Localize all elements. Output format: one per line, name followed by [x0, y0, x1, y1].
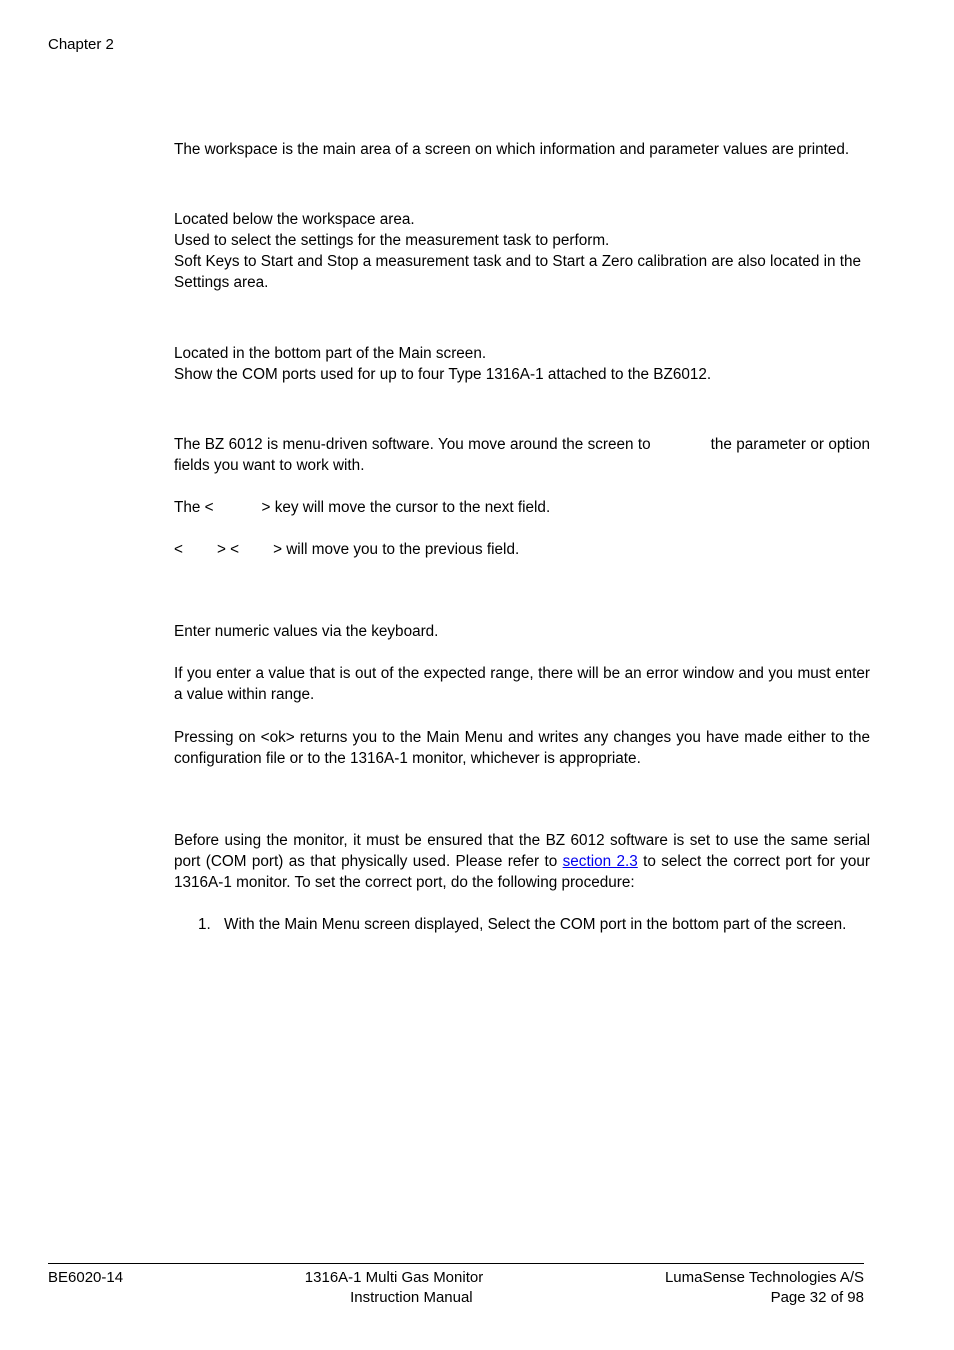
footer-center-2: Instruction Manual [52, 1288, 770, 1308]
range-paragraph: If you enter a value that is out of the … [174, 663, 870, 705]
footer-row-2: Instruction Manual Page 32 of 98 [48, 1288, 864, 1308]
key-hint-prev: < > < > will move you to the previous fiel… [174, 539, 870, 560]
spacer [174, 181, 870, 209]
key-a2: > key will move the cursor to the next f… [262, 499, 551, 516]
settings-line-3: Soft Keys to Start and Stop a measuremen… [174, 251, 870, 293]
key-a1: The < [174, 499, 214, 516]
key-b2: > < [217, 541, 239, 558]
key-b3: > will move you to the previous field. [273, 541, 519, 558]
footer-right-2: Page 32 of 98 [771, 1288, 864, 1308]
serial-paragraph: Before using the monitor, it must be ens… [174, 830, 870, 893]
list-item: 1. With the Main Menu screen displayed, … [198, 914, 870, 935]
step-text: With the Main Menu screen displayed, Sel… [224, 916, 846, 933]
page-footer: BE6020-14 1316A-1 Multi Gas Monitor Luma… [48, 1263, 864, 1309]
settings-line-2: Used to select the settings for the meas… [174, 230, 870, 251]
footer-right-1: LumaSense Technologies A/S [665, 1268, 864, 1288]
com-line-2: Show the COM ports used for up to four T… [174, 364, 870, 385]
settings-line-1: Located below the workspace area. [174, 209, 870, 230]
com-line-1: Located in the bottom part of the Main s… [174, 343, 870, 364]
navigation-paragraph: The BZ 6012 is menu-driven software. You… [174, 434, 870, 476]
page-content: The workspace is the main area of a scre… [174, 139, 870, 935]
procedure-list: 1. With the Main Menu screen displayed, … [198, 914, 870, 935]
ok-paragraph: Pressing on <ok> returns you to the Main… [174, 727, 870, 769]
workspace-paragraph: The workspace is the main area of a scre… [174, 139, 870, 160]
footer-row-1: BE6020-14 1316A-1 Multi Gas Monitor Luma… [48, 1268, 864, 1288]
footer-center-1: 1316A-1 Multi Gas Monitor [123, 1268, 665, 1288]
spacer [174, 581, 870, 621]
step-number: 1. [198, 914, 211, 935]
footer-left: BE6020-14 [48, 1268, 123, 1288]
spacer [174, 315, 870, 343]
spacer [174, 790, 870, 830]
footer-rule [48, 1263, 864, 1264]
chapter-label: Chapter 2 [48, 36, 114, 53]
page: Chapter 2 The workspace is the main area… [0, 0, 954, 1350]
section-link[interactable]: section 2.3 [563, 853, 638, 870]
spacer [174, 406, 870, 434]
key-b1: < [174, 541, 183, 558]
page-header: Chapter 2 [48, 36, 864, 53]
key-hint-next: The < > key will move the cursor to the n… [174, 497, 870, 518]
enter-paragraph: Enter numeric values via the keyboard. [174, 621, 870, 642]
nav-text-a: The BZ 6012 is menu-driven software. You… [174, 436, 651, 453]
